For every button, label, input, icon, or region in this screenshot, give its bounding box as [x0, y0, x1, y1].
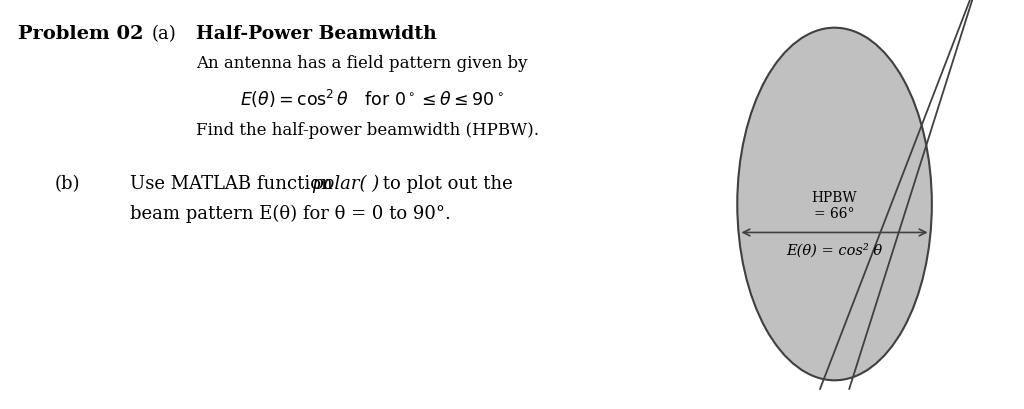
Text: to plot out the: to plot out the: [377, 175, 513, 193]
Text: HPBW
= 66°: HPBW = 66°: [812, 191, 857, 221]
Text: Find the half-power beamwidth (HPBW).: Find the half-power beamwidth (HPBW).: [196, 122, 539, 139]
Text: E(θ) = cos² θ: E(θ) = cos² θ: [786, 242, 883, 256]
Text: Use MATLAB function: Use MATLAB function: [130, 175, 339, 193]
Text: polar( ): polar( ): [312, 175, 379, 193]
Ellipse shape: [737, 29, 932, 380]
Text: beam pattern E(θ) for θ = 0 to 90°.: beam pattern E(θ) for θ = 0 to 90°.: [130, 204, 451, 223]
Text: (a): (a): [152, 25, 177, 43]
Text: (b): (b): [55, 175, 81, 193]
Text: An antenna has a field pattern given by: An antenna has a field pattern given by: [196, 55, 527, 72]
Text: Problem 02: Problem 02: [18, 25, 143, 43]
Text: $E(\theta) = \cos^2\theta \quad \mathrm{for}\ 0^\circ \leq \theta \leq 90^\circ$: $E(\theta) = \cos^2\theta \quad \mathrm{…: [240, 88, 504, 110]
Text: Half-Power Beamwidth: Half-Power Beamwidth: [196, 25, 437, 43]
